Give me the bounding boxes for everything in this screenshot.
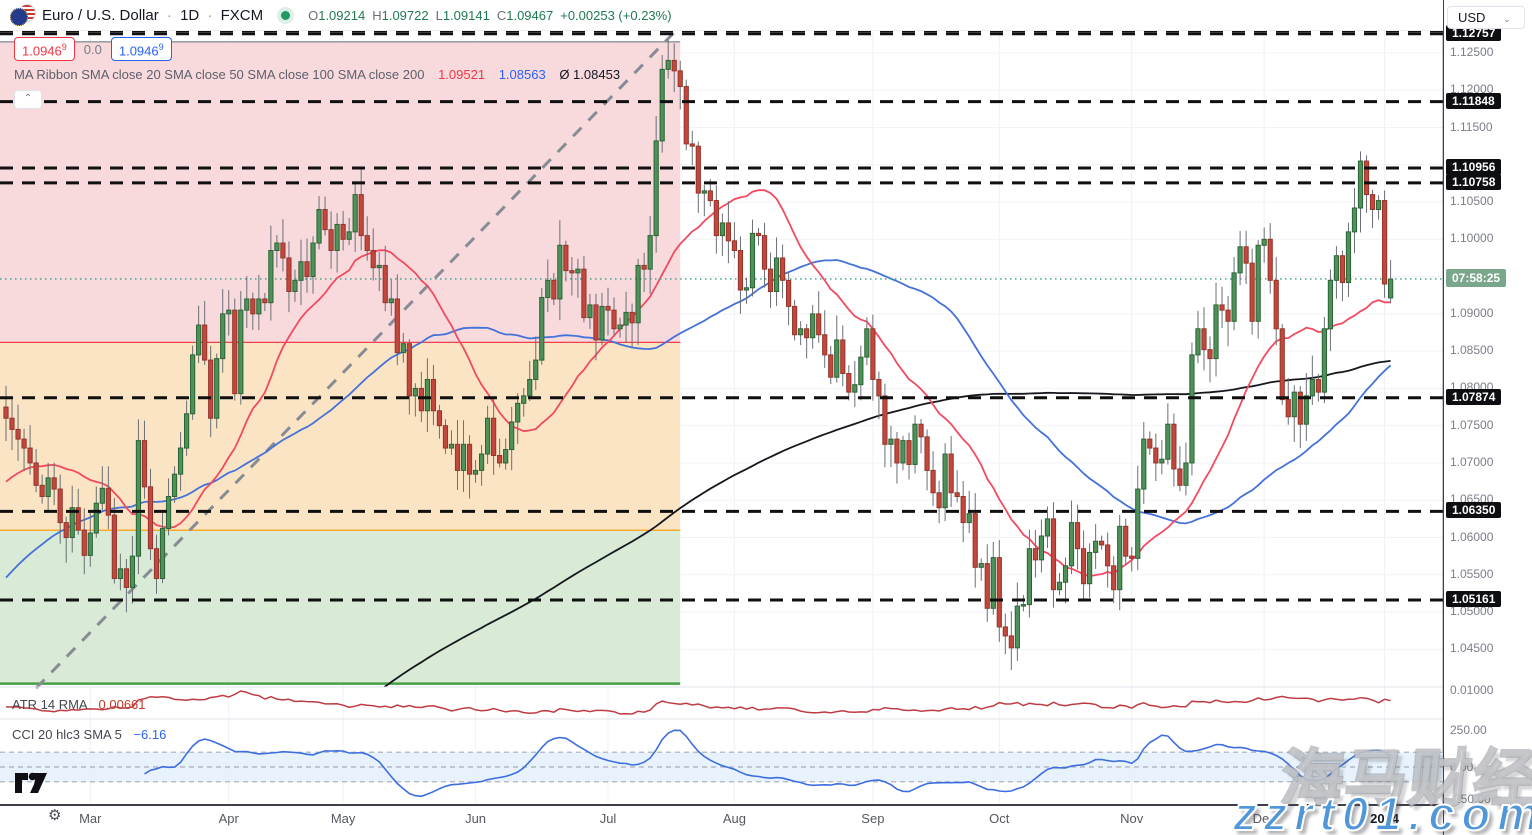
market-status-icon[interactable] (281, 10, 291, 20)
level-price-label: 1.06350 (1446, 502, 1502, 519)
axis-price-label: 1.04500 (1450, 641, 1494, 656)
axis-price-label: 1.05000 (1450, 604, 1494, 619)
exchange-label: FXCM (220, 6, 264, 24)
month-label: Sep (861, 811, 885, 826)
ohlc-value: 1.09141 (442, 7, 490, 23)
atr-line[interactable] (5, 690, 1391, 715)
separator-dot: · (166, 6, 172, 24)
eu-flag-icon (10, 8, 28, 26)
axis-price-label: 1.10000 (1450, 231, 1494, 246)
price-range-tool-readout: 1.09469 0.0 1.09469 (14, 37, 172, 62)
currency-label: USD (1458, 10, 1486, 25)
tool-range-value: 0.0 (83, 41, 102, 57)
candles[interactable] (3, 39, 1394, 671)
sma50-value: 1.08563 (498, 67, 546, 82)
axis-price-label: 1.12500 (1450, 44, 1494, 59)
axis-price-label: 1.11500 (1450, 119, 1493, 134)
cci-axis-label: 0.00 (1450, 760, 1474, 774)
tool-price-red: 1.09469 (14, 37, 75, 62)
atr-value: 0.00661 (98, 697, 146, 712)
month-label: Aug (722, 811, 746, 826)
atr-axis-label: 0.01000 (1450, 683, 1494, 697)
ohlc-values: O1.09214 H1.09722 L1.09141 C1.09467 +0.00253… (308, 8, 671, 23)
fib-zones[interactable] (0, 40, 681, 685)
change-value: +0.00253 (+0.23%) (560, 7, 672, 23)
cci-axis-label: -250.00 (1450, 792, 1491, 806)
ohlc-value: 1.09467 (506, 7, 554, 23)
tool-price-blue: 1.09469 (110, 37, 172, 62)
chevron-down-icon: ⌄ (1503, 14, 1511, 24)
price-axis[interactable]: USD ⌄ 1.12500 1.12000 1.11500 1.10500 1.1000… (1444, 0, 1532, 835)
atr-legend[interactable]: ATR 14 RMA 0.00661 (12, 697, 146, 712)
month-label: Mar (79, 811, 102, 826)
ohlc-letter: H (372, 7, 382, 23)
separator-dot: · (207, 6, 213, 24)
ohlc-letter: L (435, 7, 443, 23)
sma20-value: 1.09521 (438, 67, 486, 82)
atr-title: ATR 14 RMA (12, 697, 87, 712)
ohlc-letter: O (308, 7, 319, 23)
axis-price-label: 1.06000 (1450, 529, 1494, 544)
axis-price-label: 1.08500 (1450, 343, 1494, 358)
chevron-up-icon: ⌃ (23, 93, 33, 104)
currency-dropdown[interactable]: USD ⌄ (1447, 6, 1525, 29)
collapse-panel-button[interactable]: ⌃ (14, 90, 42, 109)
symbol-toolbar: Euro / U.S. Dollar · 1D · FXCM O1.09214 H… (0, 0, 1443, 31)
ma-ribbon-legend[interactable]: MA Ribbon SMA close 20 SMA close 50 SMA … (14, 67, 620, 82)
axis-price-label: 1.10500 (1450, 194, 1494, 209)
axis-price-label: 1.09000 (1450, 305, 1494, 320)
sma200-line[interactable] (6, 360, 1391, 835)
month-label: Apr (218, 811, 239, 826)
sma20-line[interactable] (5, 189, 1391, 578)
cci-line[interactable] (144, 729, 1392, 798)
symbol-flags (8, 4, 38, 26)
level-price-label: 1.07874 (1446, 388, 1502, 405)
month-label: May (330, 811, 356, 826)
ohlc-value: 1.09214 (318, 7, 366, 23)
axis-price-label: 1.07500 (1450, 417, 1494, 432)
symbol-button[interactable]: Euro / U.S. Dollar · 1D · FXCM (42, 7, 263, 24)
ohlc-letter: C (496, 7, 507, 23)
sma50-line[interactable] (5, 259, 1392, 579)
tradingview-logo[interactable] (14, 772, 48, 794)
month-label: Jul (599, 811, 617, 826)
axis-price-label: 1.05500 (1450, 566, 1494, 581)
cci-legend[interactable]: CCI 20 hlc3 SMA 5 −6.16 (12, 727, 166, 742)
level-price-label: 1.11848 (1446, 92, 1501, 109)
level-price-label: 1.10758 (1446, 173, 1502, 190)
level-price-label: 1.10956 (1446, 159, 1502, 176)
month-label: Oct (989, 811, 1010, 826)
month-label: 2024 (1370, 811, 1400, 826)
level-price-label: 1.05161 (1446, 591, 1502, 608)
interval-label[interactable]: 1D (180, 6, 200, 24)
gear-icon[interactable]: ⚙ (48, 807, 62, 824)
time-axis[interactable]: Mar Apr May Jun Jul Aug Sep Oct Nov Dec 2024 (0, 806, 1443, 835)
cci-axis-label: 250.00 (1450, 723, 1487, 737)
axis-price-label: 1.07000 (1450, 454, 1494, 469)
cci-title: CCI 20 hlc3 SMA 5 (12, 727, 122, 742)
cci-value: −6.16 (133, 727, 167, 742)
sma-average-value: Ø 1.08453 (559, 67, 621, 82)
month-label: Nov (1120, 811, 1144, 826)
ohlc-value: 1.09722 (381, 7, 429, 23)
symbol-title: Euro / U.S. Dollar (42, 6, 159, 24)
month-label: Dec (1252, 811, 1276, 826)
month-label: Jun (465, 811, 487, 826)
countdown-label: 07:58:25 (1446, 268, 1507, 287)
ma-ribbon-title: MA Ribbon SMA close 20 SMA close 50 SMA … (14, 67, 425, 82)
